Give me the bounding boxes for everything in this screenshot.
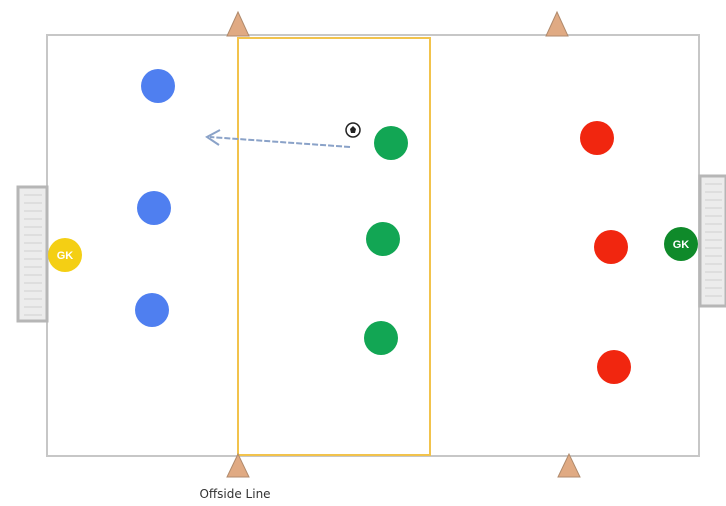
left-goalkeeper: GK xyxy=(48,238,82,272)
cone-icon xyxy=(545,10,569,37)
right-goalkeeper-label: GK xyxy=(673,239,690,251)
offside-line-caption: Offside Line xyxy=(199,487,271,501)
green-player xyxy=(366,222,400,256)
blue-player xyxy=(135,293,169,327)
right-goalkeeper: GK xyxy=(664,227,698,261)
green-player xyxy=(374,126,408,160)
red-player xyxy=(580,121,614,155)
cone-icon xyxy=(226,452,250,478)
offside-zone xyxy=(237,37,431,456)
red-player xyxy=(594,230,628,264)
cone-icon xyxy=(557,452,581,478)
green-player xyxy=(364,321,398,355)
blue-player xyxy=(137,191,171,225)
blue-player xyxy=(141,69,175,103)
soccer-ball-icon xyxy=(345,122,361,138)
left-goalkeeper-label: GK xyxy=(57,250,74,262)
cone-icon xyxy=(226,10,250,37)
right-goal-icon xyxy=(698,174,726,308)
red-player xyxy=(597,350,631,384)
left-goal-icon xyxy=(16,185,49,323)
pass-arrow-icon xyxy=(205,129,351,148)
